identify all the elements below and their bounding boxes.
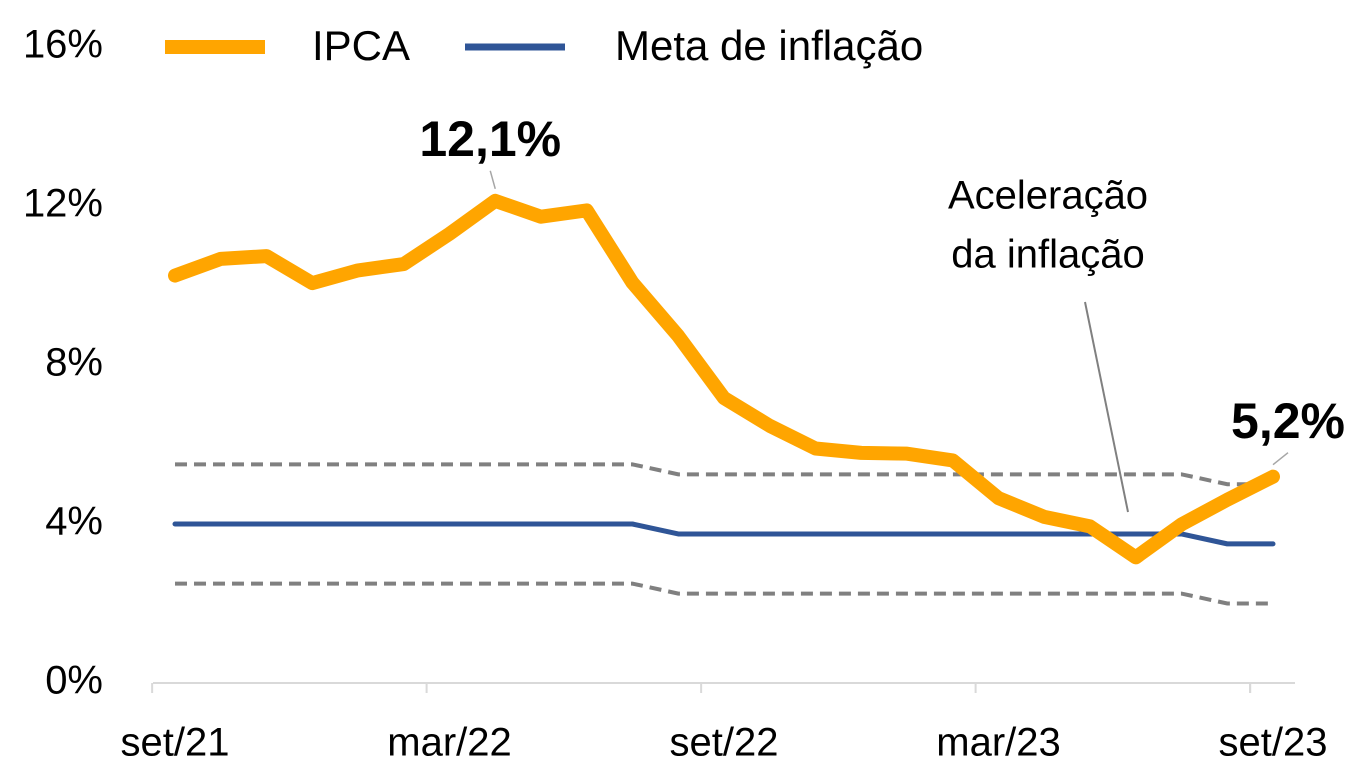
annotation: Aceleração	[948, 174, 1148, 218]
y-tick-label: 12%	[23, 182, 103, 226]
legend-label: IPCA	[312, 22, 410, 69]
annotation-leader	[1084, 301, 1129, 513]
x-tick-label: set/21	[121, 721, 230, 765]
leader-line	[489, 170, 496, 190]
tolerance-band	[175, 462, 1273, 487]
leader-line	[1272, 452, 1289, 466]
x-tick-label: set/22	[670, 721, 779, 765]
annotation: da inflação	[951, 233, 1144, 277]
tolerance-band	[175, 581, 1273, 606]
y-tick-label: 4%	[45, 500, 103, 544]
y-tick-label: 8%	[45, 341, 103, 385]
data-label: 12,1%	[419, 111, 561, 167]
x-tick-label: set/23	[1219, 721, 1328, 765]
x-tick-label: mar/23	[936, 721, 1061, 765]
data-label: 5,2%	[1231, 393, 1345, 449]
x-tick-label: mar/22	[387, 721, 512, 765]
series-line	[168, 193, 1280, 565]
legend-label: Meta de inflação	[615, 22, 923, 69]
y-tick-label: 0%	[45, 659, 103, 703]
y-tick-label: 16%	[23, 23, 103, 67]
